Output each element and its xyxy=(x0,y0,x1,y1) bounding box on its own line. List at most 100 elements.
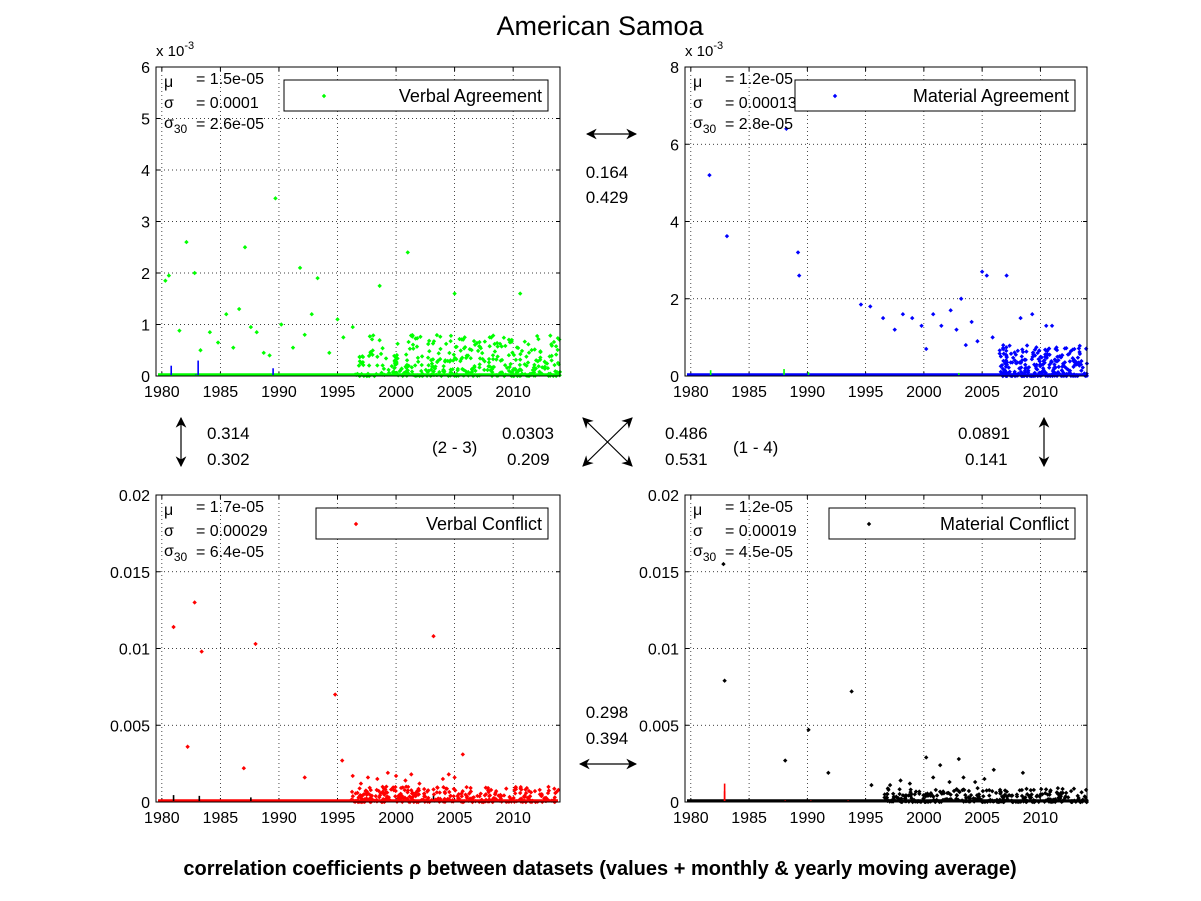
x-tick-label: 2005 xyxy=(437,810,473,827)
data-point xyxy=(409,772,414,777)
data-point xyxy=(868,304,873,309)
corr-2-4-value: 0.0891 xyxy=(958,424,1010,443)
data-point-cluster xyxy=(549,343,555,348)
data-point-cluster xyxy=(526,350,532,355)
data-point-cluster xyxy=(420,797,426,802)
data-point-cluster xyxy=(1047,352,1052,357)
x-tick-label: 1990 xyxy=(261,810,297,827)
data-point-cluster xyxy=(555,360,561,366)
corr-1-4-average: 0.531 xyxy=(665,450,708,469)
data-point-cluster xyxy=(467,347,472,352)
data-point-cluster xyxy=(487,364,492,369)
data-point xyxy=(341,335,346,340)
data-point-cluster xyxy=(536,336,541,342)
data-point-cluster xyxy=(367,334,373,339)
y-axis-exponent: x 10-3 xyxy=(156,40,194,60)
data-point-cluster xyxy=(532,347,537,352)
data-point-cluster xyxy=(553,352,559,357)
data-point-cluster xyxy=(1048,788,1053,793)
data-point-cluster xyxy=(477,373,482,378)
chart-panel-4: 1980 1985 1990 1995 2000 2005 2010 0 0.005 0.01 0.… xyxy=(639,488,1090,827)
data-point-cluster xyxy=(1053,797,1058,802)
y-tick-label: 0.015 xyxy=(639,565,679,582)
data-point xyxy=(184,239,189,245)
data-point-cluster xyxy=(483,785,488,790)
data-point-cluster xyxy=(522,793,527,798)
x-tick-label: 1990 xyxy=(261,384,297,401)
data-point-cluster xyxy=(921,796,926,801)
data-point-cluster xyxy=(355,798,360,803)
x-tick-label: 1990 xyxy=(790,384,826,401)
data-point-cluster xyxy=(406,371,411,376)
data-point-cluster xyxy=(393,788,398,794)
data-point-cluster xyxy=(555,335,561,341)
data-point-cluster xyxy=(1024,343,1030,348)
exponent-power: -3 xyxy=(184,40,194,52)
data-point-cluster xyxy=(367,792,372,797)
x-tick-label: 2000 xyxy=(378,384,414,401)
data-point-cluster xyxy=(482,367,487,373)
x-tick-label: 1995 xyxy=(848,384,884,401)
data-point xyxy=(375,776,380,782)
data-point-cluster xyxy=(1054,345,1059,350)
data-point-cluster xyxy=(1072,798,1077,803)
data-point xyxy=(302,775,307,780)
data-point-cluster xyxy=(437,796,443,802)
data-point-cluster xyxy=(895,796,901,801)
data-point xyxy=(991,767,996,772)
legend: Material Agreement xyxy=(794,79,1076,112)
correlation-3-4: 0.298 0.394 xyxy=(578,703,638,770)
data-point-cluster xyxy=(356,363,362,368)
data-point-cluster xyxy=(416,786,421,792)
data-point xyxy=(1055,785,1061,791)
data-point-cluster xyxy=(1038,354,1043,360)
data-point xyxy=(937,762,943,768)
data-point-cluster xyxy=(1013,352,1019,357)
data-point-cluster xyxy=(1019,793,1025,799)
data-point-cluster xyxy=(485,799,491,804)
data-point-cluster xyxy=(1046,346,1052,351)
data-point-cluster xyxy=(370,797,375,802)
data-point-cluster xyxy=(1047,362,1052,367)
data-point-cluster xyxy=(459,791,464,796)
data-point xyxy=(350,773,355,779)
data-point xyxy=(924,346,929,352)
corr-1-2-average: 0.429 xyxy=(586,188,629,207)
data-point-cluster xyxy=(1071,786,1077,791)
data-point xyxy=(826,770,831,776)
axes-frame xyxy=(155,494,561,803)
correlation-1-3: 0.314 0.302 xyxy=(175,416,250,469)
data-point-cluster xyxy=(442,789,447,795)
data-point-cluster xyxy=(438,334,443,339)
data-point-cluster xyxy=(501,793,507,798)
correlation-2-4: 0.0891 0.141 xyxy=(958,416,1050,469)
data-point-cluster xyxy=(448,793,453,799)
mu-symbol: μ xyxy=(164,74,173,91)
data-point-cluster xyxy=(1046,797,1051,802)
data-point xyxy=(984,273,989,278)
mu-symbol: μ xyxy=(693,74,702,91)
data-point-cluster xyxy=(908,787,913,792)
data-point-cluster xyxy=(933,787,939,793)
sigma30-subscript: 30 xyxy=(703,550,717,564)
x-tick-label: 2005 xyxy=(964,384,1000,401)
data-point-cluster xyxy=(1071,364,1076,370)
data-point-cluster xyxy=(980,788,986,794)
data-point xyxy=(185,744,190,749)
data-point-cluster xyxy=(504,786,509,791)
data-point xyxy=(947,779,952,785)
data-point-cluster xyxy=(410,334,415,339)
data-point-cluster xyxy=(1043,354,1048,359)
data-point-cluster xyxy=(488,787,494,793)
x-tick-label: 2005 xyxy=(437,384,473,401)
data-point-cluster xyxy=(1004,789,1010,794)
data-point-cluster xyxy=(543,798,548,804)
data-point-cluster xyxy=(1026,365,1032,370)
data-point-cluster xyxy=(495,354,500,359)
data-point-cluster xyxy=(545,797,550,802)
data-point-cluster xyxy=(1060,786,1065,792)
data-point-cluster xyxy=(416,359,421,364)
data-point-cluster xyxy=(469,367,475,372)
figure-footer: correlation coefficients ρ between datas… xyxy=(183,858,1016,880)
data-point-cluster xyxy=(507,794,512,800)
